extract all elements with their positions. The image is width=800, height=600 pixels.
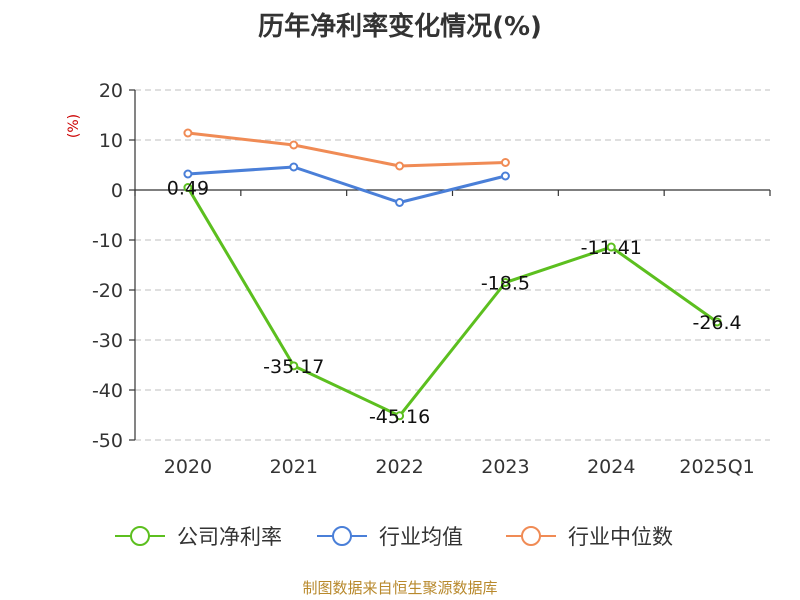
series-line xyxy=(186,186,718,418)
x-tick-label: 2021 xyxy=(270,456,318,478)
y-tick-label: 10 xyxy=(99,130,123,152)
data-point xyxy=(395,198,405,207)
data-labels: 0.49 -35.17 -45.16 -18.5 -11.41 -26.4 xyxy=(167,178,742,428)
data-point xyxy=(395,161,405,171)
data-point xyxy=(500,171,510,181)
x-tick-label: 2022 xyxy=(375,456,423,478)
x-tick-label: 2025Q1 xyxy=(679,456,754,478)
y-tick-label: -30 xyxy=(92,330,123,352)
legend-label: 行业均值 xyxy=(379,525,463,549)
x-tick-label: 2024 xyxy=(587,456,635,478)
data-label: -45.16 xyxy=(369,406,430,428)
chart-title: 历年净利率变化情况(%) xyxy=(258,11,542,42)
legend-swatch-marker xyxy=(332,526,352,546)
y-tick-label: -10 xyxy=(92,230,123,252)
legend-swatch-marker xyxy=(521,526,541,546)
data-label: -11.41 xyxy=(581,237,642,259)
data-point xyxy=(606,242,616,252)
x-tick-label: 2023 xyxy=(481,456,529,478)
series-line xyxy=(187,131,506,168)
data-point xyxy=(712,317,722,327)
y-tick-label: -20 xyxy=(92,280,123,302)
y-tick-label: -50 xyxy=(92,430,123,452)
data-point xyxy=(289,140,299,150)
legend-label: 公司净利率 xyxy=(177,525,282,549)
series-line xyxy=(187,165,506,204)
axes: 20 10 0 -10 -20 -30 -40 -50 2020 2021 2022 2023 2024… xyxy=(92,80,771,478)
data-label: -26.4 xyxy=(692,312,741,334)
data-point xyxy=(289,361,299,371)
legend: 公司净利率 行业均值 行业中位数 xyxy=(115,525,673,549)
data-point xyxy=(500,278,510,287)
legend-label: 行业中位数 xyxy=(568,525,673,549)
data-label: 0.49 xyxy=(167,178,209,200)
x-tick-label: 2020 xyxy=(164,456,212,478)
data-label: -18.5 xyxy=(481,273,530,295)
data-point xyxy=(500,158,510,167)
data-point xyxy=(183,169,193,179)
data-point xyxy=(183,183,193,193)
legend-swatch-marker xyxy=(130,526,150,546)
y-tick-label: -40 xyxy=(92,380,123,402)
data-label: -35.17 xyxy=(263,356,324,378)
source-note: 制图数据来自恒生聚源数据库 xyxy=(302,579,497,597)
data-point xyxy=(289,162,299,172)
y-axis-label: (%) xyxy=(66,114,82,138)
y-tick-label: 0 xyxy=(111,180,123,202)
data-point xyxy=(183,128,193,138)
gridlines xyxy=(135,89,770,441)
data-point xyxy=(395,411,405,421)
y-tick-label: 20 xyxy=(99,80,123,102)
series-lines xyxy=(183,128,722,421)
